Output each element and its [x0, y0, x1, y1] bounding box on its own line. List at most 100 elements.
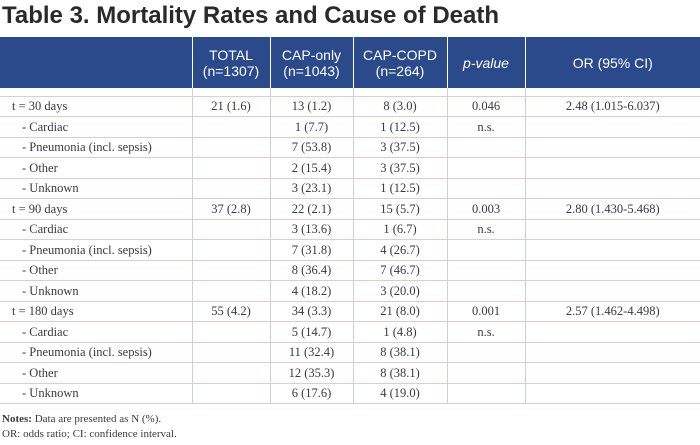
cell-total: [192, 239, 271, 261]
cell-or: [525, 362, 700, 384]
cell-total: [192, 383, 271, 404]
notes-line-1: Notes: Data are presented as N (%).: [2, 412, 698, 427]
cell-label: - Cardiac: [0, 219, 193, 240]
cell-cap-copd: 4 (26.7): [353, 239, 448, 261]
cell-cap-only: 1 (7.7): [270, 116, 354, 138]
cell-cap-copd: 4 (19.0): [353, 383, 448, 404]
cell-total: [192, 321, 271, 343]
cell-label: - Other: [0, 157, 193, 179]
cell-label: - Pneumonia (incl. sepsis): [0, 342, 193, 363]
cell-p-value: [447, 157, 526, 179]
cell-cap-only: 8 (36.4): [270, 260, 354, 281]
cell-label: - Unknown: [0, 280, 193, 302]
header-total-name: TOTAL: [209, 46, 253, 63]
table-group-row: t = 90 days 37 (2.8) 22 (2.1) 15 (5.7) 0.003…: [0, 198, 700, 220]
table-row: - Cardiac 5 (14.7) 1 (4.8) n.s.: [0, 321, 700, 343]
cell-cap-copd: 7 (46.7): [353, 260, 448, 281]
cell-cap-copd: 3 (20.0): [353, 280, 448, 302]
cell-cap-copd: 3 (37.5): [353, 137, 448, 158]
cell-cap-copd: 1 (4.8): [353, 321, 448, 343]
cell-cap-only: 12 (35.3): [270, 362, 354, 384]
header-cap-copd: CAP-COPD (n=264): [353, 37, 448, 88]
cell-cap-copd: 21 (8.0): [353, 300, 448, 322]
cell-or: [525, 157, 700, 179]
table-notes: Notes: Data are presented as N (%). OR: …: [2, 412, 698, 442]
cell-cap-only: 6 (17.6): [270, 383, 354, 404]
cell-or: [525, 137, 700, 158]
cell-label: t = 30 days: [0, 96, 193, 117]
cell-p-value: [447, 383, 526, 404]
cell-label: - Unknown: [0, 178, 193, 199]
cell-total: [192, 116, 271, 138]
cell-label: - Cardiac: [0, 116, 193, 138]
cell-cap-only: 34 (3.3): [270, 300, 354, 322]
cell-or: [525, 116, 700, 138]
cell-or: [525, 260, 700, 281]
cell-or: [525, 321, 700, 343]
header-row: TOTAL (n=1307) CAP-only (n=1043) CAP-COP…: [0, 37, 700, 88]
cell-or: [525, 383, 700, 404]
cell-total: [192, 157, 271, 179]
cell-cap-copd: 1 (12.5): [353, 178, 448, 199]
cell-p-value: 0.003: [447, 198, 526, 220]
header-total: TOTAL (n=1307): [192, 37, 271, 88]
cell-cap-only: 7 (53.8): [270, 137, 354, 158]
cell-cap-only: 11 (32.4): [270, 342, 354, 363]
cell-p-value: [447, 239, 526, 261]
cell-cap-copd: 1 (12.5): [353, 116, 448, 138]
cell-or: [525, 280, 700, 302]
cell-cap-only: 13 (1.2): [270, 96, 354, 117]
cell-total: [192, 342, 271, 363]
cell-cap-copd: 8 (38.1): [353, 342, 448, 363]
notes-label: Notes:: [2, 413, 32, 425]
table-title: Table 3. Mortality Rates and Cause of De…: [2, 2, 500, 29]
cell-cap-copd: 15 (5.7): [353, 198, 448, 220]
cell-cap-only: 4 (18.2): [270, 280, 354, 302]
header-p-value: p-value: [447, 37, 526, 88]
cell-p-value: [447, 178, 526, 199]
cell-cap-only: 3 (13.6): [270, 219, 354, 240]
notes-line-2: OR: odds ratio; CI: confidence interval.: [2, 428, 177, 440]
cell-label: - Pneumonia (incl. sepsis): [0, 137, 193, 158]
cell-label: t = 90 days: [0, 198, 193, 220]
header-cap-copd-name: CAP-COPD: [363, 46, 437, 63]
cell-p-value: [447, 137, 526, 158]
cell-p-value: [447, 342, 526, 363]
notes-text-1: Data are presented as N (%).: [34, 413, 162, 425]
cell-p-value: 0.046: [447, 96, 526, 117]
table-row: - Other 2 (15.4) 3 (37.5): [0, 157, 700, 179]
table-row: - Cardiac 3 (13.6) 1 (6.7) n.s.: [0, 219, 700, 240]
cell-label: - Other: [0, 362, 193, 384]
cell-p-value: [447, 362, 526, 384]
table-row: - Cardiac 1 (7.7) 1 (12.5) n.s.: [0, 116, 700, 138]
cell-cap-copd: 1 (6.7): [353, 219, 448, 240]
table-row: - Pneumonia (incl. sepsis) 7 (31.8) 4 (26.…: [0, 239, 700, 261]
header-cap-only-name: CAP-only: [281, 46, 342, 63]
table-row: - Unknown 3 (23.1) 1 (12.5): [0, 178, 700, 199]
header-total-n: (n=1307): [202, 62, 260, 79]
cell-cap-copd: 8 (38.1): [353, 362, 448, 384]
header-label-col: [0, 37, 193, 88]
cell-p-value: n.s.: [447, 219, 526, 240]
cell-total: [192, 362, 271, 384]
cell-or: [525, 342, 700, 363]
cell-total: 21 (1.6): [192, 96, 271, 117]
cell-or: 2.48 (1.015-6.037): [525, 96, 700, 117]
header-or: OR (95% CI): [572, 54, 653, 71]
cell-label: - Unknown: [0, 383, 193, 404]
cell-total: [192, 280, 271, 302]
header-spacer: [0, 88, 700, 97]
cell-total: [192, 137, 271, 158]
header-cap-copd-n: (n=264): [375, 62, 425, 79]
cell-or: [525, 178, 700, 199]
cell-cap-only: 7 (31.8): [270, 239, 354, 261]
table-row: - Pneumonia (incl. sepsis) 7 (53.8) 3 (37.…: [0, 137, 700, 158]
cell-total: 37 (2.8): [192, 198, 271, 220]
table-row: - Unknown 4 (18.2) 3 (20.0): [0, 280, 700, 302]
mortality-table: TOTAL (n=1307) CAP-only (n=1043) CAP-COP…: [0, 37, 700, 404]
cell-p-value: n.s.: [447, 321, 526, 343]
cell-cap-only: 2 (15.4): [270, 157, 354, 179]
cell-or: 2.57 (1.462-4.498): [525, 300, 700, 322]
cell-p-value: 0.001: [447, 300, 526, 322]
header-cap-only: CAP-only (n=1043): [270, 37, 354, 88]
